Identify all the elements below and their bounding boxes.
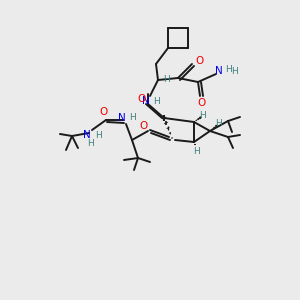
Text: O: O	[99, 107, 107, 117]
Text: O: O	[198, 98, 206, 108]
Text: H: H	[193, 148, 200, 157]
Text: N: N	[142, 96, 150, 106]
Text: N: N	[215, 66, 223, 76]
Text: N: N	[118, 113, 126, 123]
Text: O: O	[195, 56, 203, 66]
Text: H: H	[163, 74, 170, 83]
Text: H: H	[129, 112, 135, 122]
Text: H: H	[87, 140, 93, 148]
Text: H: H	[94, 130, 101, 140]
Text: H: H	[199, 112, 206, 121]
Text: N: N	[83, 130, 91, 140]
Text: H: H	[225, 64, 231, 74]
Text: O: O	[139, 121, 147, 131]
Text: H: H	[232, 67, 238, 76]
Text: O: O	[138, 94, 146, 104]
Text: H: H	[153, 97, 159, 106]
Text: H: H	[216, 119, 222, 128]
